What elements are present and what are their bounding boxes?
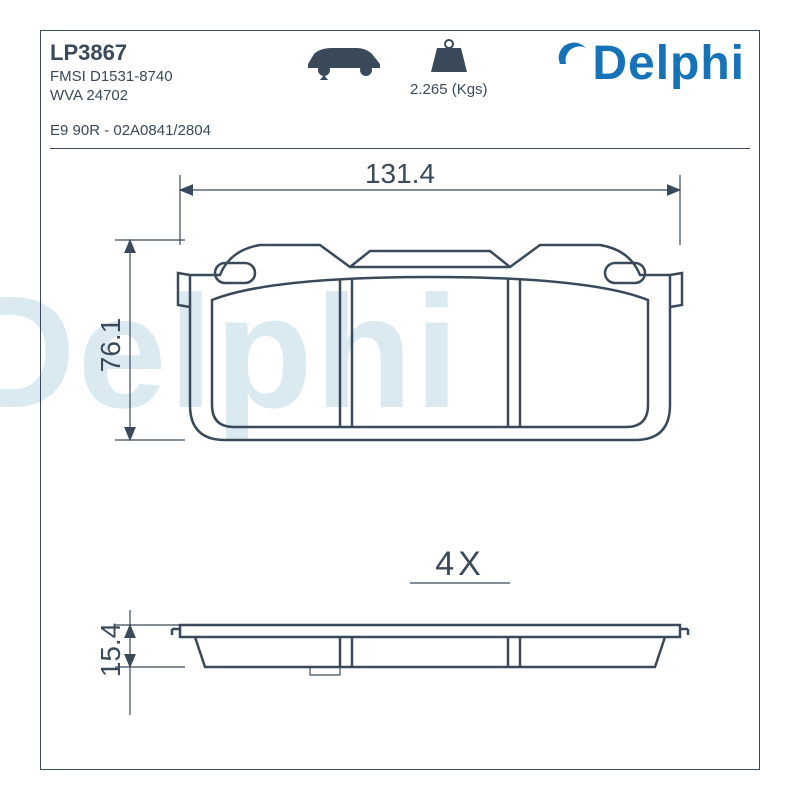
- technical-drawing: 131.4 76.1 4X 15.4: [40, 155, 760, 770]
- brand-logo: Delphi: [554, 40, 745, 88]
- weight-icon: [427, 38, 471, 74]
- brand-name: Delphi: [592, 37, 745, 90]
- weight-unit: (Kgs): [452, 81, 488, 98]
- header-divider: [50, 148, 750, 149]
- vehicle-front-axle-icon: [300, 42, 390, 85]
- dim-height: 76.1: [95, 318, 126, 373]
- weight-block: 2.265 (Kgs): [410, 38, 488, 98]
- compliance-code: E9 90R - 02A0841/2804: [50, 122, 750, 139]
- quantity-label: 4X: [435, 545, 485, 583]
- weight-value: 2.265: [410, 81, 448, 98]
- dim-width: 131.4: [365, 158, 435, 189]
- dim-thickness: 15.4: [95, 623, 126, 678]
- delphi-mark-icon: [554, 40, 590, 68]
